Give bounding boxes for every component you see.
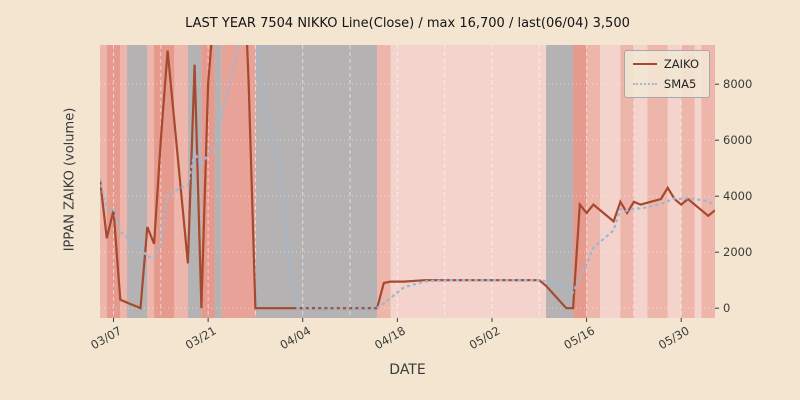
- band: [390, 45, 547, 318]
- sma5-line: [100, 45, 715, 310]
- x-tick-label: 05/30: [656, 323, 692, 352]
- chart-title: LAST YEAR 7504 NIKKO Line(Close) / max 1…: [185, 16, 630, 31]
- band: [147, 45, 155, 318]
- legend-entry-zaiko: ZAIKO: [632, 57, 699, 71]
- sma5-line-swatch: [632, 83, 657, 85]
- x-axis-label: DATE: [389, 362, 426, 378]
- y-tick-label: 6000: [723, 133, 752, 147]
- band: [187, 45, 202, 318]
- y-tick-label: 0: [723, 301, 730, 315]
- x-tick-labels: 03/07 03/21 04/04 04/18 05/02 05/16 05/30: [88, 318, 692, 352]
- x-tick-label: 04/04: [278, 323, 314, 352]
- x-tick-label: 05/02: [467, 323, 503, 352]
- band: [633, 45, 648, 318]
- band: [701, 45, 715, 318]
- band: [586, 45, 601, 318]
- band: [681, 45, 695, 318]
- band: [127, 45, 148, 318]
- band: [100, 45, 107, 318]
- band: [377, 45, 391, 318]
- band: [120, 45, 128, 318]
- legend-label-zaiko: ZAIKO: [663, 57, 699, 71]
- zaiko-line: [100, 45, 715, 310]
- background-bands: [100, 45, 715, 318]
- y-tick-label: 8000: [723, 77, 752, 91]
- y-tick-label: 2000: [723, 245, 752, 259]
- x-tick-label: 03/07: [88, 323, 124, 352]
- y-tick-label: 4000: [723, 189, 752, 203]
- band: [546, 45, 574, 318]
- band: [221, 45, 256, 318]
- band: [154, 45, 175, 318]
- legend-label-sma5: SMA5: [663, 77, 697, 91]
- band: [255, 45, 378, 318]
- zaiko-line-swatch: [632, 63, 657, 65]
- band: [667, 45, 682, 318]
- band: [600, 45, 621, 318]
- x-tick-label: 04/18: [372, 323, 408, 352]
- y-tick-labels: 0 2000 4000 6000 8000: [715, 77, 752, 315]
- band: [620, 45, 634, 318]
- band: [647, 45, 668, 318]
- band: [214, 45, 222, 318]
- legend: ZAIKO SMA5: [623, 50, 710, 98]
- x-tick-label: 05/16: [561, 323, 597, 352]
- x-tick-label: 03/21: [183, 323, 219, 352]
- band: [694, 45, 702, 318]
- legend-entry-sma5: SMA5: [632, 77, 699, 91]
